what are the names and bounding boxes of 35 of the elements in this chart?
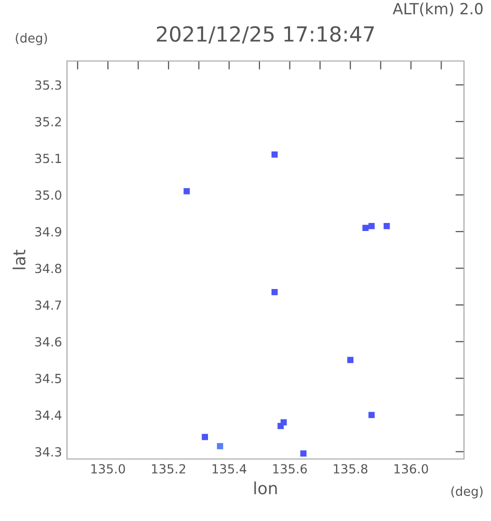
y-tick-label: 35.3 [35, 80, 62, 90]
chart-title: 2021/12/25 17:18:47 [156, 26, 374, 44]
point [368, 222, 375, 230]
x-tick-label: 135.2 [152, 464, 186, 474]
point [202, 434, 208, 440]
point [300, 450, 306, 457]
point [271, 288, 278, 296]
y-tick-label: 35.1 [35, 154, 61, 164]
x-tick-label: 135.8 [334, 464, 368, 474]
x-tick-label: 136.0 [394, 464, 428, 474]
x-axis-title: lon [254, 482, 277, 494]
y-tick-label: 34.7 [35, 300, 62, 310]
y-tick-label: 34.4 [35, 410, 62, 420]
point [216, 443, 224, 450]
point [271, 151, 278, 158]
y-tick-label: 34.9 [35, 227, 62, 236]
y-tick-label: 34.8 [35, 264, 62, 274]
point [184, 188, 190, 194]
text: (deg) [16, 33, 47, 46]
point [278, 422, 284, 430]
x-tick-label: 135.4 [212, 464, 246, 474]
x-tick-label: 135.0 [91, 464, 125, 474]
text: (deg) [451, 486, 483, 498]
y-tick-label: 35.0 [35, 190, 62, 200]
point [347, 356, 354, 364]
point [362, 224, 369, 232]
y-axis-title: lat [12, 250, 26, 270]
x-tick-label: 135.6 [273, 464, 307, 474]
point [384, 222, 390, 230]
chart-subtitle: ALT(km) 2.0 [392, 2, 483, 16]
y-tick-label: 35.2 [35, 116, 61, 126]
point [368, 412, 375, 418]
y-tick-label: 34.5 [35, 374, 62, 384]
y-tick-label: 34.6 [35, 337, 62, 347]
y-tick-label: 34.3 [35, 447, 62, 457]
